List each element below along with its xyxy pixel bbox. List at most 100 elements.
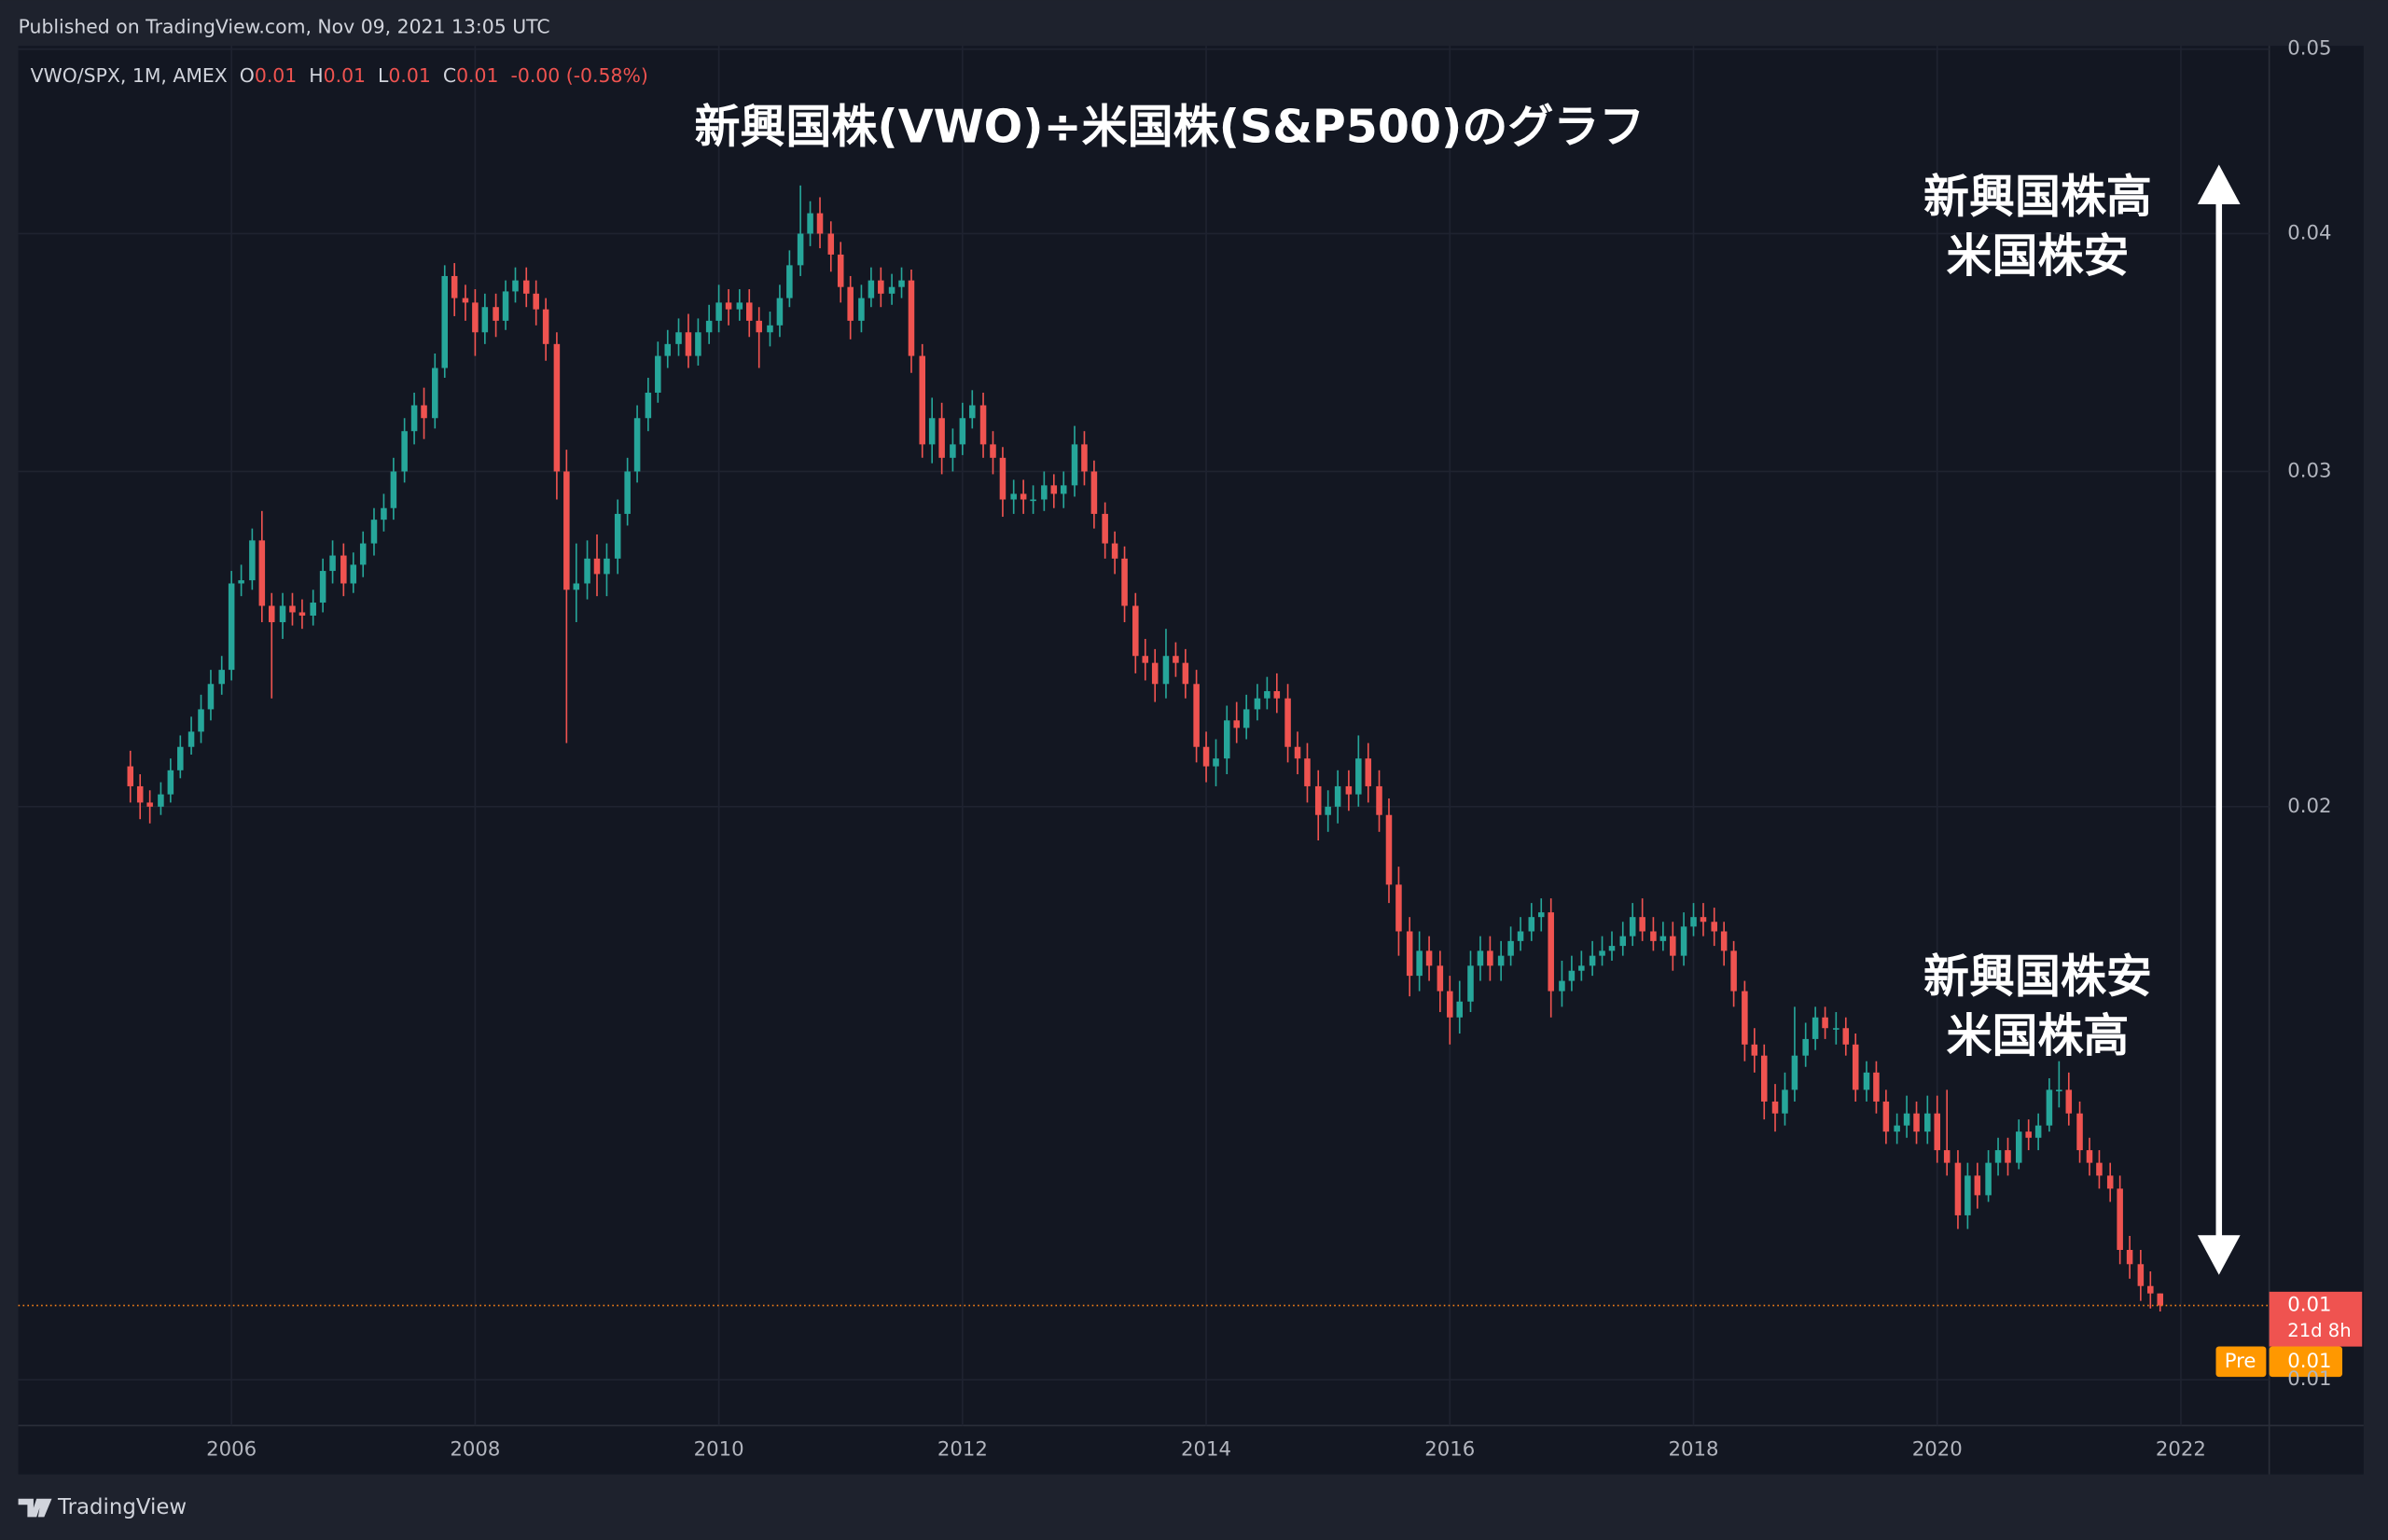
- candle-body: [1071, 444, 1078, 486]
- y-tick-label: 0.01: [2287, 1367, 2331, 1391]
- candle-body: [2106, 1175, 2114, 1189]
- candle-body: [289, 605, 296, 613]
- candle-body: [664, 343, 672, 356]
- candle-body: [736, 302, 743, 310]
- candle-body: [624, 471, 631, 514]
- candle-body: [1456, 1001, 1463, 1018]
- candle-body: [187, 731, 195, 747]
- double-arrow: [2197, 164, 2241, 1275]
- candle-body: [2086, 1150, 2093, 1163]
- candle-body: [1224, 720, 1230, 759]
- candle-body: [990, 444, 996, 458]
- candle-body: [685, 332, 692, 356]
- candle-body: [1599, 950, 1605, 956]
- candle-body: [1650, 931, 1657, 941]
- legend-value: 0.01: [456, 64, 498, 87]
- candle-body: [1994, 1150, 2002, 1163]
- candle-body: [858, 298, 865, 321]
- candle-body: [1314, 785, 1322, 815]
- candle-body: [1507, 940, 1514, 956]
- candle-body: [655, 355, 661, 393]
- last-price-box: [2269, 1291, 2363, 1347]
- candle-body: [1202, 746, 1210, 767]
- candle-body: [359, 543, 367, 565]
- candle-body: [2096, 1162, 2103, 1176]
- candle-body: [249, 540, 256, 581]
- candle-body: [868, 280, 875, 298]
- candle-body: [228, 583, 235, 671]
- candle-body: [1233, 720, 1240, 728]
- candle-body: [421, 405, 427, 419]
- candle-body: [705, 320, 713, 333]
- candle-body: [633, 418, 641, 472]
- candle-body: [1751, 1044, 1758, 1056]
- candle-body: [563, 471, 570, 590]
- candle-body: [979, 405, 987, 445]
- candle-body: [1334, 785, 1341, 807]
- candle-body: [410, 405, 418, 432]
- candle-body: [553, 343, 561, 472]
- candle-body: [1802, 1038, 1809, 1056]
- candle-body: [938, 418, 945, 458]
- candle-body: [2015, 1131, 2022, 1163]
- candle-body: [329, 555, 336, 572]
- candle-body: [1243, 709, 1250, 728]
- candle-body: [1528, 917, 1535, 932]
- legend-value: 0.01: [388, 64, 430, 87]
- candle-body: [1487, 950, 1493, 966]
- legend-key: O: [240, 64, 255, 87]
- chart-pane: [18, 46, 2364, 1475]
- candle-body: [725, 302, 732, 310]
- candle-body: [269, 605, 275, 623]
- candle-body: [1447, 991, 1453, 1018]
- candle-body: [1690, 917, 1697, 927]
- candle-body: [1355, 758, 1362, 795]
- y-tick-label: 0.04: [2287, 221, 2331, 244]
- candle-body: [1030, 499, 1036, 502]
- candle-body: [177, 746, 184, 770]
- candle-body: [715, 302, 722, 321]
- candle-body: [928, 418, 936, 445]
- candle-body: [1090, 471, 1098, 514]
- candle-body: [502, 291, 509, 321]
- last-price-label: 0.01: [2287, 1294, 2331, 1317]
- candle-body: [1670, 936, 1676, 956]
- x-tick-label: 2020: [1912, 1437, 1963, 1461]
- candle-body: [1060, 485, 1067, 494]
- legend-key: L: [378, 64, 389, 87]
- candle-body: [381, 507, 387, 520]
- candle-body: [1142, 656, 1149, 663]
- candle-body: [1913, 1113, 1920, 1132]
- candle-body: [1385, 814, 1393, 885]
- x-tick-label: 2010: [694, 1437, 744, 1461]
- candle-body: [2157, 1293, 2164, 1306]
- candle-body: [767, 325, 773, 333]
- candle-body: [878, 280, 884, 294]
- y-tick-label: 0.02: [2287, 795, 2331, 818]
- candle-body: [827, 233, 835, 255]
- x-tick-label: 2022: [2156, 1437, 2206, 1461]
- candle-body: [816, 213, 824, 234]
- annotation: 米国株安: [1947, 229, 2130, 283]
- candle-body: [1395, 884, 1402, 932]
- candle-body: [1081, 444, 1088, 472]
- ohlc-legend: VWO/SPX, 1M, AMEX O0.01 H0.01 L0.01 C0.0…: [31, 64, 648, 87]
- candle-body: [1608, 946, 1616, 951]
- candle-body: [1050, 485, 1058, 494]
- legend-value: 0.01: [255, 64, 297, 87]
- candle-body: [919, 355, 925, 445]
- candle-body: [350, 564, 357, 584]
- candle-body: [1730, 950, 1737, 992]
- candle-body: [1589, 955, 1596, 966]
- candle-body: [310, 603, 316, 616]
- candle-body: [1132, 605, 1139, 657]
- candle-body: [279, 605, 286, 623]
- candle-body: [1822, 1017, 1828, 1029]
- candle-body: [1711, 922, 1717, 932]
- candle-body: [146, 802, 153, 807]
- candle-body: [1700, 917, 1707, 923]
- candle-body: [167, 770, 174, 795]
- candle-body: [1791, 1055, 1798, 1090]
- candle-body: [888, 286, 896, 294]
